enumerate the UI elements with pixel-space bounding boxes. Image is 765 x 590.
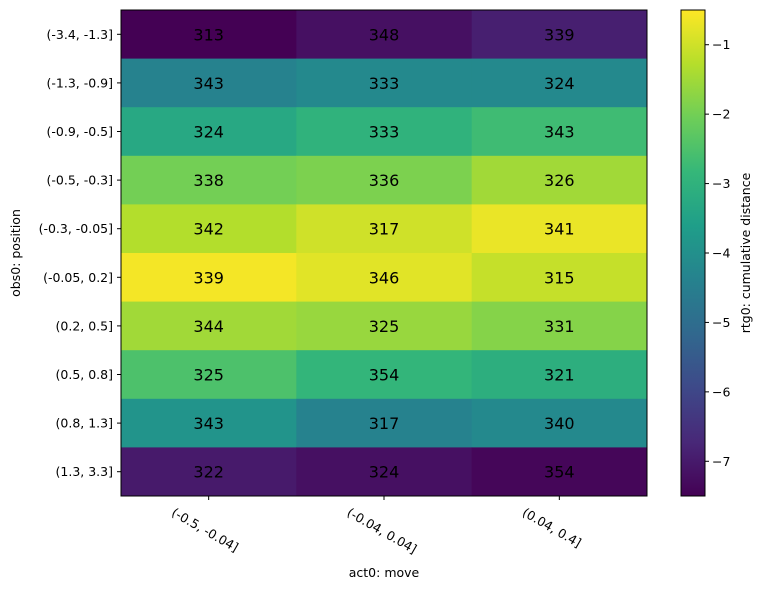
heatmap-cell-label: 317 <box>369 414 400 433</box>
heatmap-cell-label: 342 <box>193 220 224 239</box>
heatmap-cell-label: 325 <box>369 317 400 336</box>
colorbar: −7 −6 −5 −4 −3 −2 −1 <box>680 9 730 497</box>
x-axis-label: act0: move <box>349 565 420 580</box>
y-tick-label: (-0.3, -0.05] <box>39 221 113 236</box>
heatmap-cell <box>296 155 473 205</box>
heatmap-cell <box>296 204 473 254</box>
y-axis-ticks: (-3.4, -1.3] (-1.3, -0.9] (-0.9, -0.5] (-0.… <box>39 27 121 479</box>
colorbar-tick-label: −6 <box>712 384 730 399</box>
heatmap-cell-label: 322 <box>193 463 224 482</box>
colorbar-tick-label: −3 <box>712 176 730 191</box>
x-tick-label: (-0.5, -0.04] <box>169 505 241 555</box>
heatmap-cell-label: 336 <box>369 171 400 190</box>
heatmap-cell-label: 344 <box>193 317 224 336</box>
heatmap-cell <box>121 10 297 60</box>
y-tick-label: (-1.3, -0.9] <box>47 75 113 90</box>
heatmap-cell <box>296 10 473 60</box>
heatmap-cell-label: 339 <box>193 268 224 287</box>
heatmap-cell-label: 333 <box>369 74 400 93</box>
heatmap-cell <box>296 398 473 448</box>
heatmap-cell-label: 333 <box>369 123 400 142</box>
heatmap-cell <box>471 253 648 303</box>
y-tick-label: (-3.4, -1.3] <box>47 27 113 42</box>
y-tick-label: (0.8, 1.3] <box>56 416 113 431</box>
heatmap-cell-label: 315 <box>544 268 575 287</box>
heatmap-cell-label: 341 <box>544 220 575 239</box>
heatmap-cell <box>121 155 297 205</box>
y-tick-label: (-0.9, -0.5] <box>47 124 113 139</box>
heatmap-cell <box>471 398 648 448</box>
heatmap-cell-label: 343 <box>193 74 224 93</box>
heatmap-cell-label: 338 <box>193 171 224 190</box>
heatmap-cell-label: 331 <box>544 317 575 336</box>
heatmap-cell <box>296 58 473 108</box>
heatmap-cell-labels: 313 348 339 343 333 324 324 333 343 338 336 326 342 3… <box>193 25 574 481</box>
heatmap-cell-label: 348 <box>369 25 400 44</box>
heatmap-cell <box>471 107 648 157</box>
heatmap-cell-label: 354 <box>544 463 575 482</box>
x-axis-ticks: (-0.5, -0.04] (-0.04, 0.04] (0.04, 0.4] <box>169 496 584 557</box>
heatmap-cell-label: 324 <box>369 463 400 482</box>
y-tick-label: (0.2, 0.5] <box>56 318 113 333</box>
heatmap-cell <box>296 107 473 157</box>
colorbar-tick-label: −5 <box>712 315 730 330</box>
x-tick-label: (0.04, 0.4] <box>520 505 584 551</box>
heatmap-cell <box>471 447 648 497</box>
heatmap-cell-label: 326 <box>544 171 575 190</box>
heatmap-cell-label: 313 <box>193 25 224 44</box>
colorbar-tick-label: −2 <box>712 107 730 122</box>
heatmap-cell <box>121 204 297 254</box>
heatmap-cell <box>121 253 297 303</box>
heatmap-cells <box>121 10 648 497</box>
y-tick-label: (1.3, 3.3] <box>56 464 113 479</box>
heatmap-cell <box>121 301 297 351</box>
heatmap-cell <box>121 58 297 108</box>
colorbar-tick-label: −4 <box>712 246 730 261</box>
heatmap-cell-label: 324 <box>193 123 224 142</box>
heatmap-cell <box>471 301 648 351</box>
heatmap-cell-label: 340 <box>544 414 575 433</box>
heatmap-cell-label: 339 <box>544 25 575 44</box>
heatmap-cell-label: 324 <box>544 74 575 93</box>
heatmap-cell <box>296 447 473 497</box>
heatmap-cell-label: 325 <box>193 366 224 385</box>
heatmap-cell <box>296 350 473 400</box>
heatmap-cell <box>296 301 473 351</box>
heatmap-cell <box>296 253 473 303</box>
heatmap-cell-label: 346 <box>369 268 400 287</box>
heatmap-cell <box>471 155 648 205</box>
y-tick-label: (-0.5, -0.3] <box>47 173 113 188</box>
heatmap-cell-label: 354 <box>369 366 400 385</box>
heatmap-cell-label: 321 <box>544 366 575 385</box>
heatmap-cell <box>121 350 297 400</box>
colorbar-tick-label: −7 <box>712 454 730 469</box>
heatmap-cell <box>121 398 297 448</box>
heatmap-cell-label: 343 <box>193 414 224 433</box>
colorbar-gradient <box>680 9 706 497</box>
x-tick-label: (-0.04, 0.04] <box>345 505 420 557</box>
y-axis-label: obs0: position <box>8 209 23 297</box>
colorbar-label: rtg0: cumulative distance <box>738 172 753 333</box>
heatmap-cell <box>121 107 297 157</box>
heatmap-cell-label: 343 <box>544 123 575 142</box>
y-tick-label: (-0.05, 0.2] <box>43 270 113 285</box>
colorbar-tick-label: −1 <box>712 37 730 52</box>
heatmap-cell <box>471 350 648 400</box>
heatmap-cell <box>471 58 648 108</box>
y-tick-label: (0.5, 0.8] <box>56 367 113 382</box>
heatmap-cell <box>471 10 648 60</box>
heatmap-cell-label: 317 <box>369 220 400 239</box>
heatmap-cell <box>471 204 648 254</box>
heatmap-cell <box>121 447 297 497</box>
